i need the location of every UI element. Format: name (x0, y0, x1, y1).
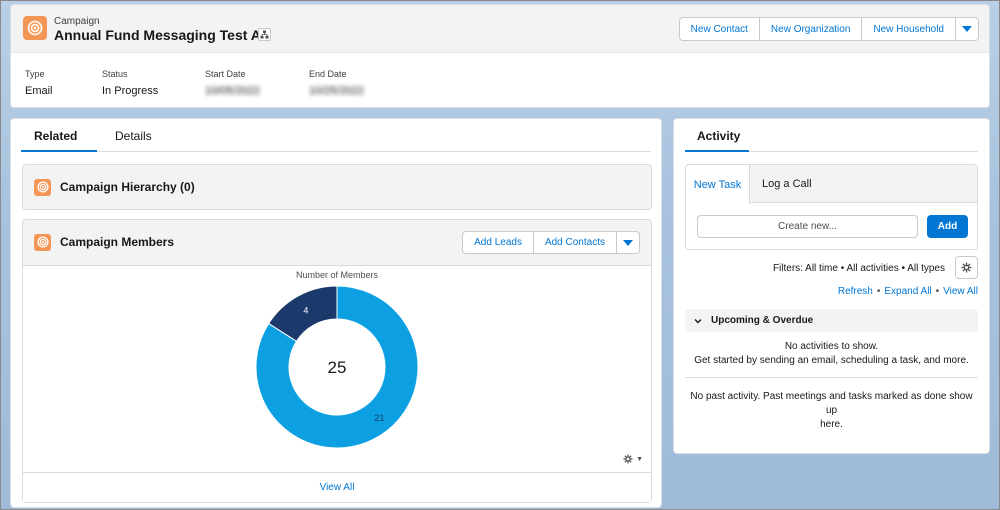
tab-log-a-call[interactable]: Log a Call (762, 178, 812, 190)
active-tab-indicator (21, 150, 97, 152)
record-title: Annual Fund Messaging Test A (54, 27, 261, 43)
gear-icon (623, 454, 633, 464)
create-new-input[interactable]: Create new... (697, 215, 918, 238)
field-value: 10/25/2022 (309, 85, 365, 97)
chevron-down-icon (962, 26, 972, 32)
donut-slice[interactable] (255, 285, 419, 449)
tab-related[interactable]: Related (34, 129, 78, 143)
add-button[interactable]: Add (927, 215, 968, 238)
view-all-link[interactable]: View All (943, 286, 978, 297)
add-contacts-button[interactable]: Add Contacts (532, 231, 617, 254)
gear-icon (961, 262, 972, 273)
activity-panel: Activity New Task Log a Call Create new.… (673, 118, 990, 454)
members-more-button[interactable] (616, 231, 640, 254)
field-label: End Date (309, 69, 347, 79)
field-start-date: Start Date 10/05/2022 (205, 69, 309, 97)
expand-all-link[interactable]: Expand All (884, 286, 932, 297)
members-chart-area: Number of Members 4 21 25 ▼ View All (23, 265, 651, 502)
members-actions: Add Leads Add Contacts (462, 231, 640, 254)
record-header-top: Campaign Annual Fund Messaging Test A Ne… (11, 5, 989, 53)
campaign-members-title[interactable]: Campaign Members (60, 235, 175, 249)
past-activity-line: No past activity. Past meetings and task… (690, 391, 973, 416)
field-type: Type Email (25, 69, 102, 97)
past-activity-line: here. (820, 419, 843, 430)
tab-details[interactable]: Details (115, 129, 152, 143)
tab-activity[interactable]: Activity (697, 129, 741, 143)
campaign-icon (34, 233, 51, 251)
upcoming-overdue-title: Upcoming & Overdue (711, 315, 814, 326)
activity-composer: New Task Log a Call Create new... Add (685, 164, 978, 250)
new-household-button[interactable]: New Household (861, 17, 956, 41)
chart-settings-menu[interactable]: ▼ (623, 454, 643, 464)
field-label: Type (25, 69, 45, 79)
record-header: Campaign Annual Fund Messaging Test A Ne… (10, 4, 990, 108)
header-actions: New Contact New Organization New Househo… (678, 17, 979, 41)
filter-settings-button[interactable] (955, 256, 978, 279)
hierarchy-icon[interactable] (258, 28, 271, 41)
object-type-label: Campaign (54, 16, 100, 27)
field-value: In Progress (102, 85, 159, 97)
campaign-icon (23, 16, 47, 40)
no-activities-message: No activities to show. Get started by se… (685, 340, 978, 368)
new-organization-button[interactable]: New Organization (758, 17, 863, 41)
activity-filters-text: Filters: All time • All activities • All… (772, 263, 945, 274)
campaign-hierarchy-card: Campaign Hierarchy (0) (22, 164, 652, 210)
activity-links: Refresh • Expand All • View All (837, 286, 978, 297)
active-tab-indicator (685, 150, 749, 152)
donut-chart: 4 21 25 (255, 285, 419, 449)
tab-new-task[interactable]: New Task (686, 165, 750, 204)
view-all-members-link[interactable]: View All (23, 472, 651, 502)
slice-label: 4 (303, 305, 308, 315)
field-value: Email (25, 85, 53, 97)
slice-label: 21 (374, 413, 384, 423)
no-activities-line: No activities to show. (784, 341, 879, 352)
add-leads-button[interactable]: Add Leads (462, 231, 534, 254)
composer-tabs: New Task Log a Call (686, 165, 977, 204)
activity-tab-bar: Activity (685, 119, 978, 152)
highlight-fields: Type Email Status In Progress Start Date… (25, 69, 413, 97)
campaign-icon (34, 178, 51, 196)
related-panel: Related Details Campaign Hierarchy (0) C… (10, 118, 662, 508)
donut-total: 25 (328, 358, 347, 377)
chevron-down-icon: ▼ (636, 455, 643, 463)
divider (685, 377, 978, 378)
field-label: Start Date (205, 69, 246, 79)
campaign-members-card: Campaign Members Add Leads Add Contacts … (22, 219, 652, 503)
chart-title: Number of Members (295, 270, 379, 280)
tab-bar: Related Details (21, 119, 651, 152)
new-contact-button[interactable]: New Contact (678, 17, 760, 41)
chevron-down-icon (623, 239, 633, 246)
upcoming-overdue-section[interactable]: Upcoming & Overdue (685, 309, 978, 332)
no-activities-line: Get started by sending an email, schedul… (694, 355, 969, 366)
past-activity-message: No past activity. Past meetings and task… (685, 390, 978, 432)
field-end-date: End Date 10/25/2022 (309, 69, 413, 97)
chevron-down-icon (694, 318, 702, 323)
field-label: Status (102, 69, 128, 79)
more-actions-button[interactable] (955, 17, 979, 41)
campaign-hierarchy-title[interactable]: Campaign Hierarchy (0) (60, 180, 195, 194)
refresh-link[interactable]: Refresh (837, 286, 873, 297)
field-value: 10/05/2022 (205, 85, 261, 97)
field-status: Status In Progress (102, 69, 205, 97)
